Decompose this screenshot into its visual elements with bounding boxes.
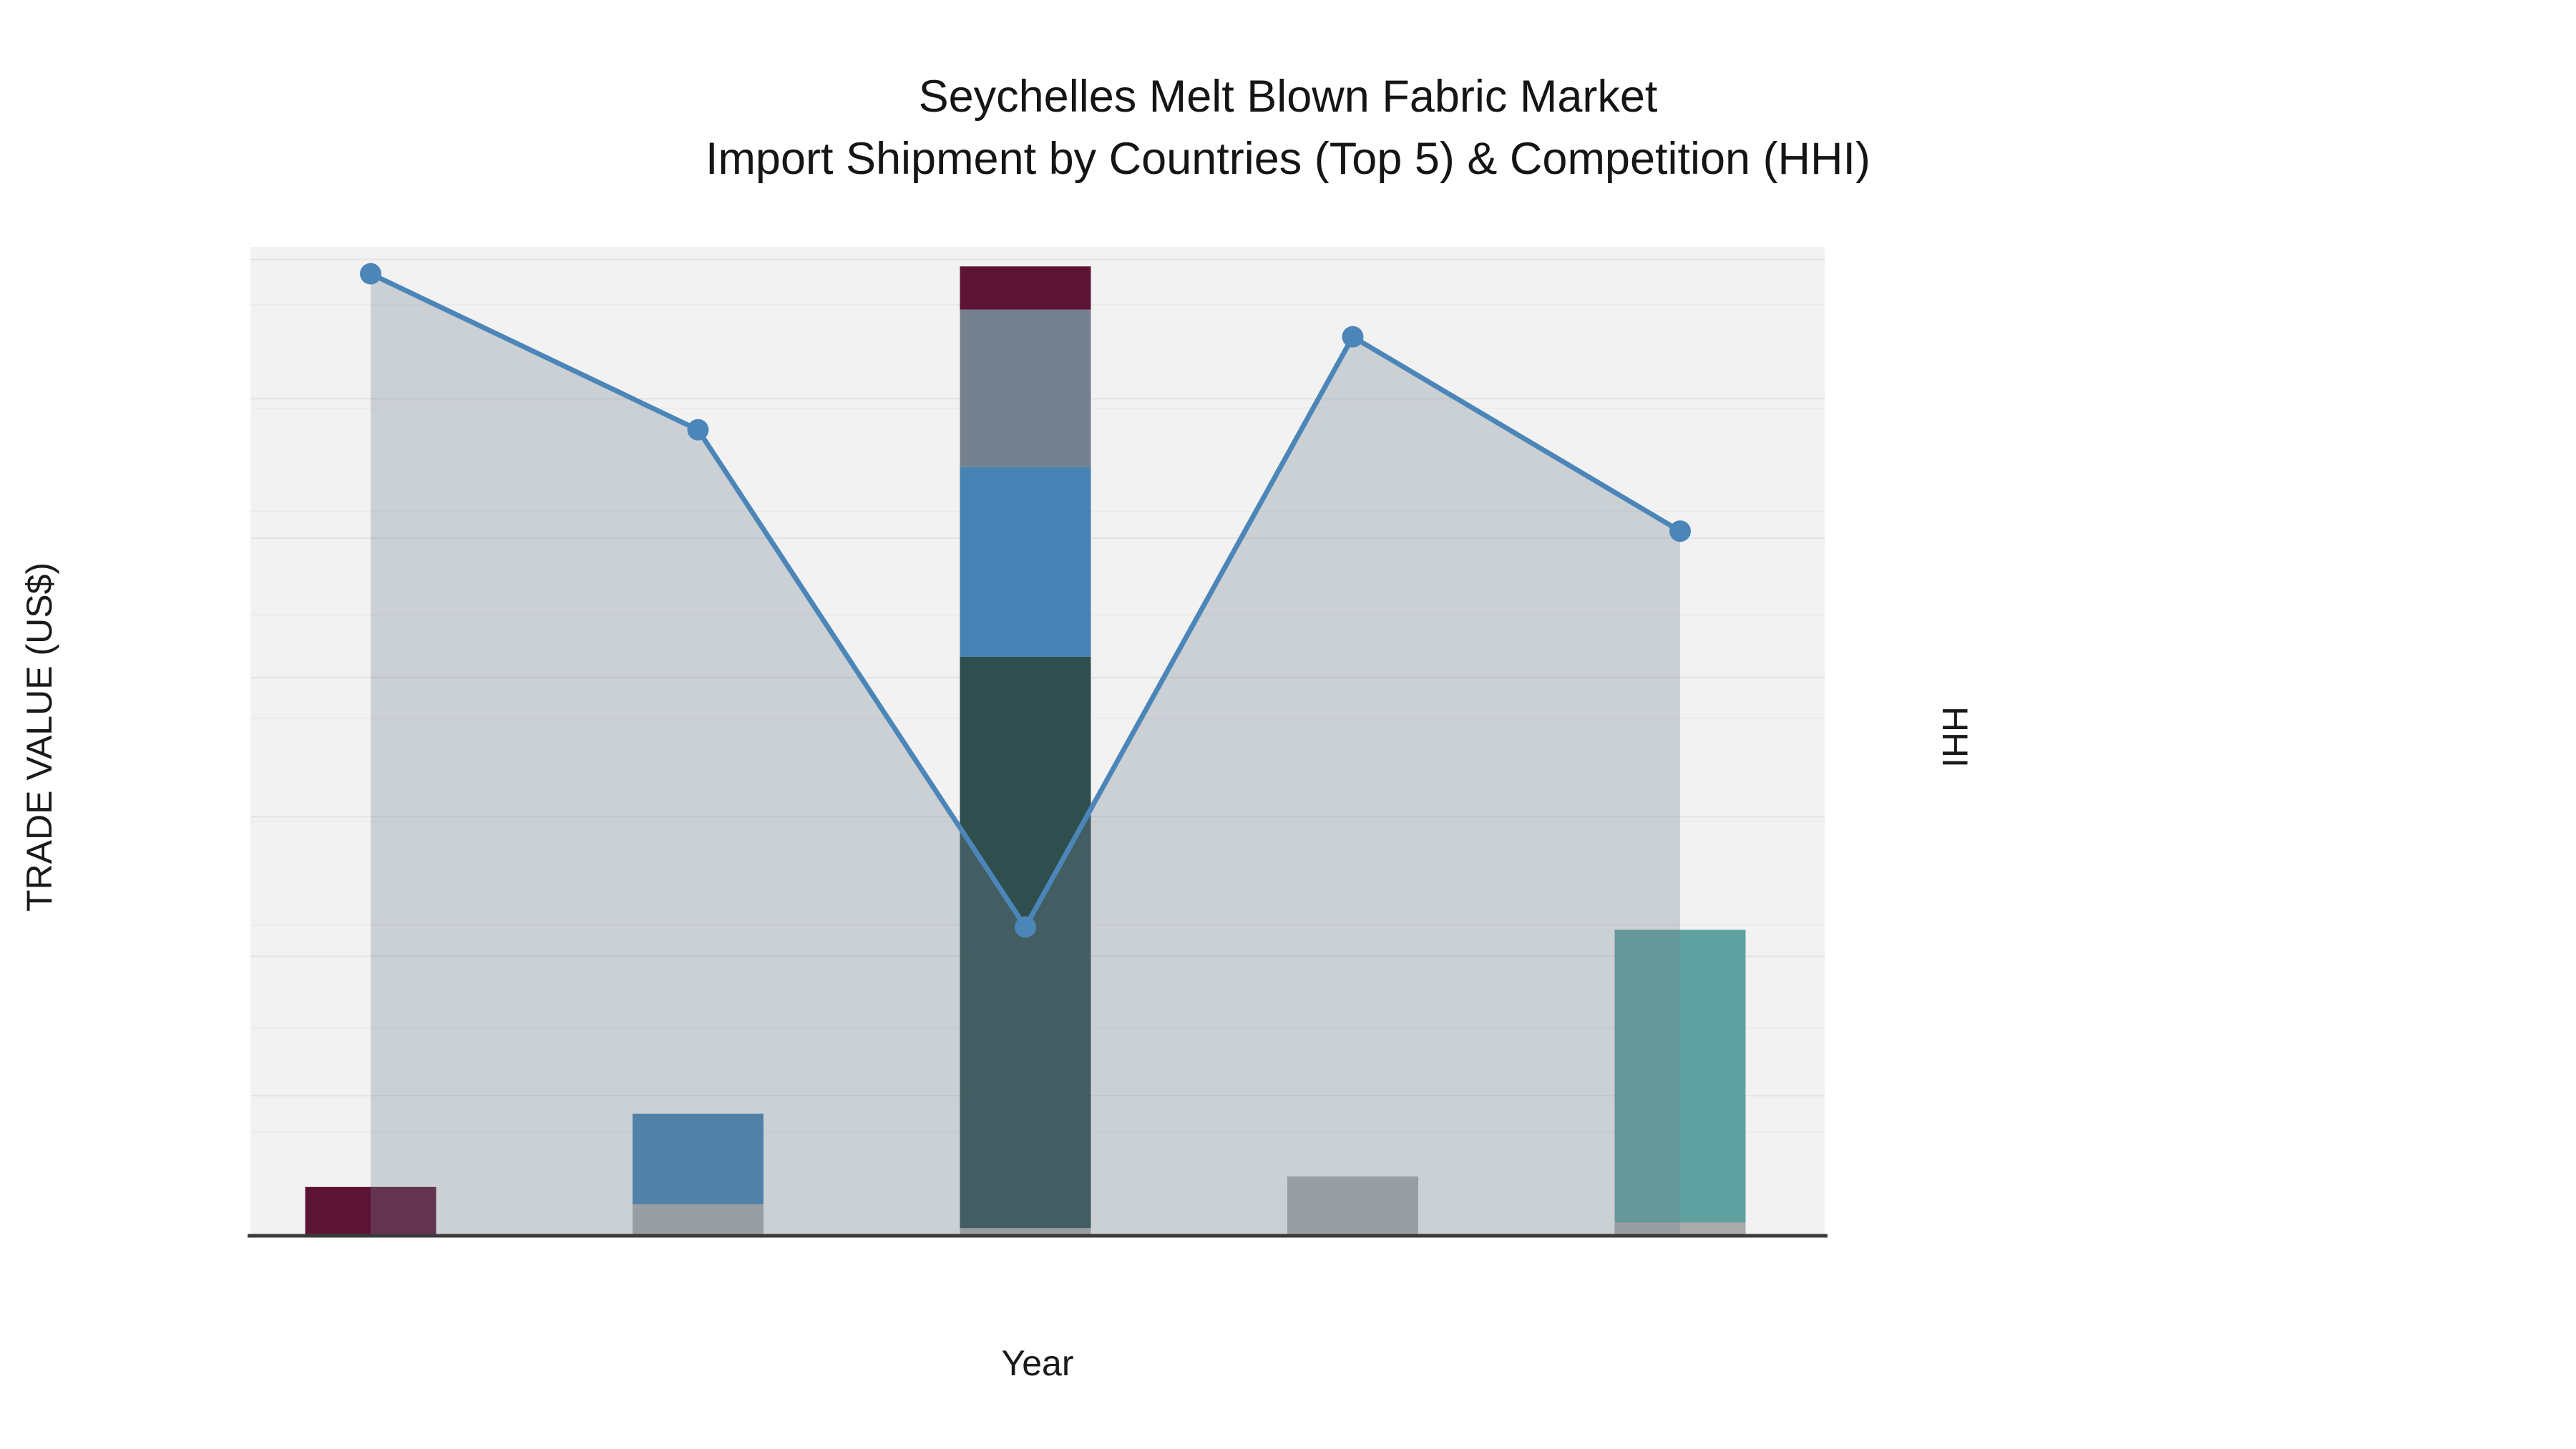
bar-segment-united-arab-emirates-2021	[633, 1113, 763, 1205]
bar-segment-others-2024	[1614, 1222, 1746, 1235]
bar-segment-others-2023	[1287, 1176, 1418, 1235]
chart-title-line1: Seychelles Melt Blown Fabric Market	[918, 72, 1658, 122]
bar-segment-others-2022	[960, 1228, 1091, 1235]
bar-segment-italy-2024	[1614, 930, 1746, 1223]
hhi-point-2021	[687, 419, 709, 441]
hhi-point-2020	[360, 263, 381, 285]
chart-title-line2: Import Shipment by Countries (Top 5) & C…	[705, 134, 1871, 184]
bar-segment-mauritius-2022	[960, 309, 1091, 467]
y-axis-title-right: HHI	[1935, 706, 1975, 769]
bar-segment-united-arab-emirates-2022	[960, 467, 1091, 657]
hhi-area-fill	[371, 273, 1680, 1235]
bar-segment-germany-2022	[960, 656, 1091, 1229]
hhi-point-2022	[1015, 916, 1036, 938]
hhi-point-2023	[1342, 326, 1364, 348]
bar-segment-south-africa-2022	[960, 266, 1091, 310]
bar-segment-south-africa-2020	[305, 1186, 436, 1235]
x-axis-title: Year	[1001, 1343, 1074, 1383]
chart-title: Seychelles Melt Blown Fabric Market Impo…	[0, 66, 2576, 190]
hhi-point-2024	[1669, 520, 1691, 542]
bar-segment-others-2021	[633, 1204, 763, 1235]
y-axis-title-left: TRADE VALUE (US$)	[19, 562, 59, 912]
